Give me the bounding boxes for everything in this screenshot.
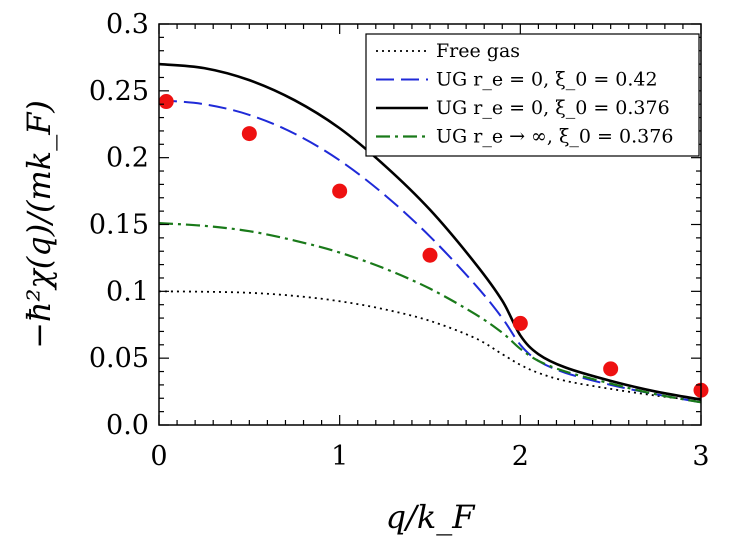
y-tick-label: 0.1 <box>106 276 149 307</box>
x-tick-label: 3 <box>692 441 709 472</box>
legend: Free gas UG r_e = 0, ξ_0 = 0.42 UG r_e = 0… <box>365 33 700 157</box>
y-tick-label: 0.15 <box>89 210 149 241</box>
legend-label: UG r_e = 0, ξ_0 = 0.376 <box>436 97 670 119</box>
y-tick-label: 0.05 <box>89 343 149 374</box>
series-line-0 <box>158 290 702 402</box>
y-tick-label: 0.0 <box>106 410 149 441</box>
legend-label: Free gas <box>436 40 520 62</box>
y-tick-label: 0.25 <box>89 76 149 107</box>
y-tick-label: 0.2 <box>106 143 149 174</box>
x-tick-label: 2 <box>512 441 529 472</box>
data-point <box>603 361 619 377</box>
data-point <box>158 94 174 110</box>
data-point <box>422 247 438 263</box>
legend-box <box>365 33 700 157</box>
y-tick-label: 0.3 <box>106 9 149 40</box>
series-line-3 <box>158 222 702 404</box>
data-point <box>241 126 257 142</box>
legend-label: UG r_e = 0, ξ_0 = 0.42 <box>436 69 658 91</box>
data-point <box>512 315 528 331</box>
series-line-2 <box>158 62 702 401</box>
data-point <box>332 183 348 199</box>
y-axis-title: −ħ²χ(q)/(mk_F) <box>20 100 58 349</box>
series-lines <box>158 62 702 404</box>
legend-label: UG r_e → ∞, ξ_0 = 0.376 <box>436 126 673 148</box>
x-tick-label: 1 <box>331 441 348 472</box>
x-tick-label: 0 <box>150 441 167 472</box>
series-line-1 <box>158 99 702 404</box>
x-axis-title: q/k_F <box>386 498 477 536</box>
axis-ticks: 0 1 2 3 0.0 0.05 0.1 0.15 0.2 0.25 0.3 <box>89 9 710 472</box>
